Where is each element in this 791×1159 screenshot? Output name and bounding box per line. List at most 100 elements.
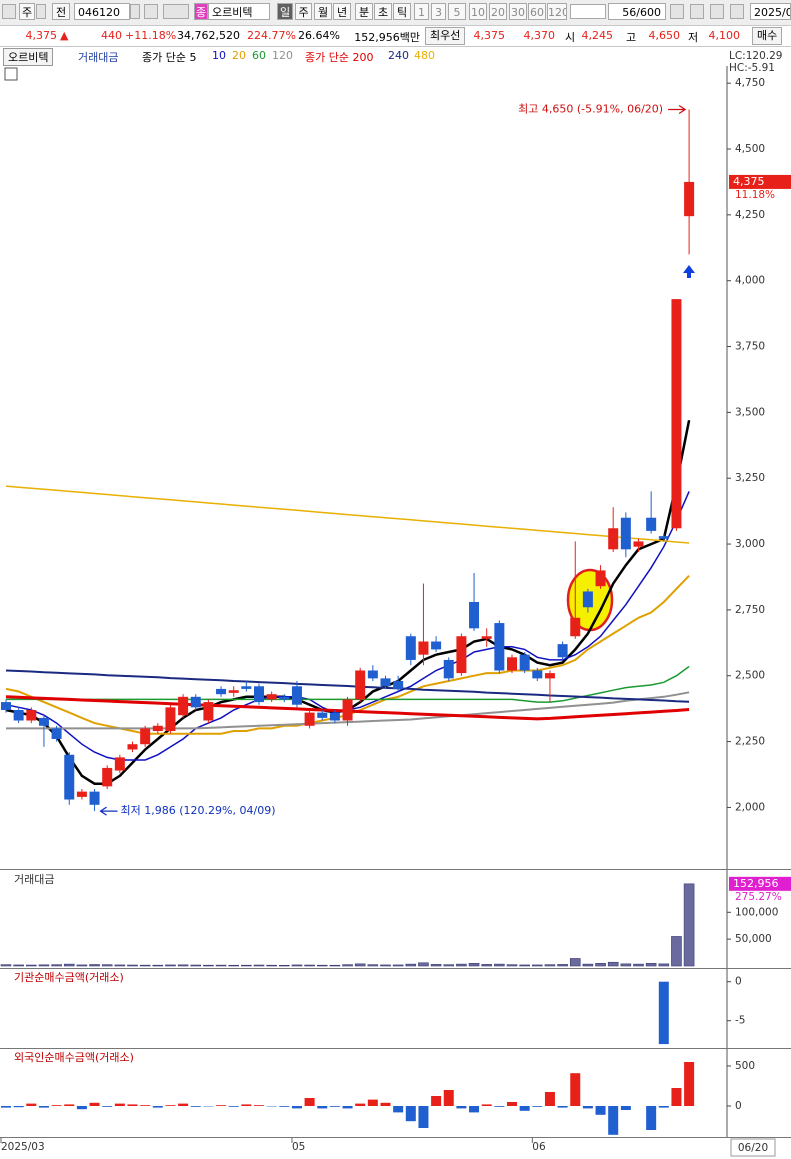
info-item: 저 xyxy=(688,31,699,44)
bar xyxy=(26,1103,37,1106)
tool-icon[interactable] xyxy=(670,4,684,19)
candle-body xyxy=(608,528,619,550)
legend-entry: 120 xyxy=(272,49,293,62)
dropdown[interactable] xyxy=(130,4,140,19)
candle-body xyxy=(203,702,214,721)
bar xyxy=(342,964,353,967)
info-bar: 4,375 ▲ 440 +11.18% 34,762,520 224.77% 26.64% 1… xyxy=(0,26,791,47)
toolbar-item[interactable]: 5 xyxy=(448,3,466,20)
y-tick-label: 50,000 xyxy=(735,933,772,945)
toolbar-item[interactable]: 56/600 xyxy=(608,3,666,20)
bar xyxy=(127,964,138,967)
toolbar-item[interactable]: 분 xyxy=(355,3,373,20)
search-icon[interactable] xyxy=(144,4,158,19)
bar xyxy=(101,964,113,967)
candle-body xyxy=(1,702,11,710)
sound-icon[interactable] xyxy=(163,4,189,19)
toolbar-item[interactable]: 월 xyxy=(314,3,332,20)
bar xyxy=(254,1105,264,1106)
bar xyxy=(354,963,366,967)
moving-average xyxy=(5,669,690,703)
candle-body xyxy=(291,686,302,705)
info-item: 4,375 xyxy=(25,29,58,42)
dropdown[interactable] xyxy=(36,4,46,19)
toolbar-item[interactable]: 10 xyxy=(469,3,487,20)
tool-icon[interactable] xyxy=(690,4,704,19)
candle-body xyxy=(405,636,416,660)
bar xyxy=(456,963,467,967)
bar xyxy=(25,964,37,967)
toolbar-item[interactable]: 일 xyxy=(277,3,293,20)
bar xyxy=(532,1106,543,1107)
bar xyxy=(531,964,543,967)
bar xyxy=(278,965,290,967)
candle-body xyxy=(228,690,239,693)
toolbar-item[interactable]: 종 xyxy=(194,3,208,20)
toolbar-item[interactable]: 년 xyxy=(333,3,351,20)
candle-body xyxy=(165,707,176,732)
menu-icon[interactable] xyxy=(2,4,16,19)
current-value-box xyxy=(729,174,791,189)
info-item[interactable]: 최우선 xyxy=(425,27,466,45)
tool-icon[interactable] xyxy=(710,4,724,19)
moving-average xyxy=(5,485,690,544)
bar xyxy=(456,1106,467,1109)
candle-body xyxy=(684,181,695,217)
bar xyxy=(671,1088,682,1106)
x-tick-label: 06 xyxy=(532,1141,546,1153)
bar xyxy=(203,964,214,967)
bar xyxy=(494,963,505,967)
bar xyxy=(51,1105,62,1106)
bar xyxy=(76,964,88,967)
legend-entry: 60 xyxy=(252,49,266,62)
bar xyxy=(519,964,530,967)
info-item: 152,956백만 xyxy=(354,31,420,44)
bar xyxy=(431,1096,442,1106)
toolbar-item[interactable]: 주 xyxy=(295,3,312,20)
y-tick-label: 3,750 xyxy=(735,341,765,353)
bar xyxy=(64,1104,75,1106)
bar xyxy=(304,964,315,967)
candle-body xyxy=(190,696,201,708)
bar xyxy=(1,1106,11,1108)
hc-label: HC:-5.91 xyxy=(729,62,775,74)
bar xyxy=(342,1106,353,1109)
y-tick-label: 4,000 xyxy=(735,275,765,287)
candle-body xyxy=(355,670,366,700)
bar xyxy=(430,964,442,967)
info-item[interactable]: 매수 xyxy=(752,27,783,45)
toolbar-item[interactable]: 전 xyxy=(52,3,70,20)
toolbar-item[interactable]: 1 xyxy=(414,3,429,20)
toolbar-item[interactable]: 60 xyxy=(528,3,546,20)
toolbar-item[interactable]: 120 xyxy=(547,3,567,20)
info-item: 4,100 xyxy=(708,29,741,42)
bar xyxy=(683,883,695,967)
high-note: 최고 4,650 (-5.91%, 06/20) xyxy=(518,103,663,116)
toolbar-item[interactable]: 3 xyxy=(431,3,446,20)
info-item: 고 xyxy=(626,31,637,44)
toolbar-item[interactable]: 오르비텍 xyxy=(208,3,270,20)
y-tick-label: -5 xyxy=(735,1015,745,1027)
bar xyxy=(89,964,100,967)
toolbar-item[interactable]: 틱 xyxy=(393,3,411,20)
toolbar-item[interactable]: 30 xyxy=(509,3,527,20)
dropdown[interactable] xyxy=(570,4,606,19)
toolbar-item[interactable]: 주 xyxy=(19,3,35,20)
toolbar-item[interactable]: 046120 xyxy=(74,3,130,20)
toolbar-item[interactable]: 초 xyxy=(374,3,392,20)
legend-entry: 10 xyxy=(212,49,226,62)
candle-body xyxy=(443,659,454,679)
candle-body xyxy=(329,712,340,721)
toolbar-item[interactable]: 20 xyxy=(489,3,507,20)
settings-icon[interactable] xyxy=(730,4,744,19)
bar xyxy=(367,964,379,967)
info-item: 440 xyxy=(101,29,122,42)
candle-body xyxy=(380,678,391,687)
bar xyxy=(544,1092,555,1106)
panel-icon xyxy=(4,67,18,81)
y-tick-label: 500 xyxy=(735,1060,755,1072)
change-label: 275.27% xyxy=(735,891,782,903)
toolbar-item[interactable]: 2025/06 xyxy=(750,3,791,20)
bar xyxy=(570,1073,581,1106)
